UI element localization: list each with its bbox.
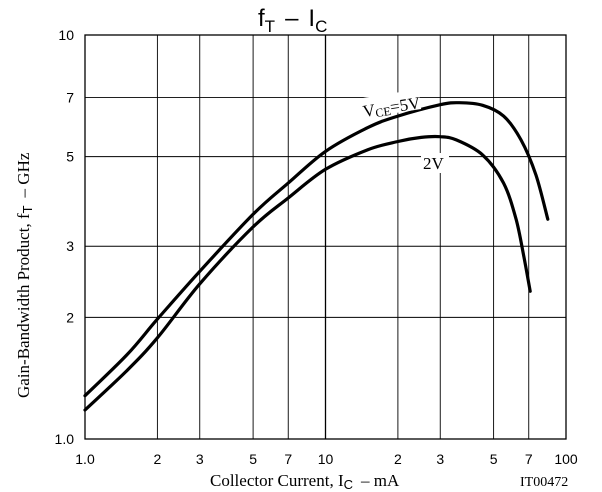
x-axis-label: Collector Current, IC – mA <box>210 471 400 492</box>
y-axis-label: Gain-Bandwidth Product, fT– GHz <box>14 152 35 398</box>
chart-title: fT – IC <box>258 5 327 36</box>
x-tick-label-9: 7 <box>525 451 533 467</box>
series-line-0 <box>83 101 550 398</box>
svg-text:VCE=5V: VCE=5V <box>361 93 422 122</box>
x-tick-label-7: 3 <box>436 451 444 467</box>
x-tick-label-5: 10 <box>318 451 334 467</box>
data-curves <box>83 101 550 412</box>
y-tick-label-0: 1.0 <box>55 431 75 447</box>
x-tick-label-10: 100 <box>554 451 578 467</box>
x-tick-label-2: 3 <box>196 451 204 467</box>
y-tick-label-4: 7 <box>66 90 74 106</box>
series-line-1 <box>83 134 532 412</box>
x-tick-label-8: 5 <box>490 451 498 467</box>
y-tick-labels: 1.0 2 3 5 7 10 <box>55 27 75 447</box>
figure-code: IT00472 <box>520 475 568 490</box>
series-label-2v: 2V <box>421 153 449 173</box>
x-tick-label-1: 2 <box>153 451 161 467</box>
y-tick-label-1: 2 <box>66 309 74 325</box>
plot-frame <box>84 34 567 440</box>
y-tick-label-3: 5 <box>66 149 74 165</box>
x-tick-label-0: 1.0 <box>75 451 95 467</box>
grid-lines <box>85 35 566 439</box>
y-tick-label-5: 10 <box>58 27 74 43</box>
x-tick-label-6: 2 <box>394 451 402 467</box>
x-tick-label-4: 7 <box>284 451 292 467</box>
y-tick-label-2: 3 <box>66 238 74 254</box>
x-tick-labels: 1.0 2 3 5 7 10 2 3 5 7 100 <box>75 451 578 467</box>
series-label-vce-5v: VCE=5V <box>356 89 422 122</box>
x-tick-label-3: 5 <box>249 451 257 467</box>
svg-text:2V: 2V <box>423 154 445 173</box>
